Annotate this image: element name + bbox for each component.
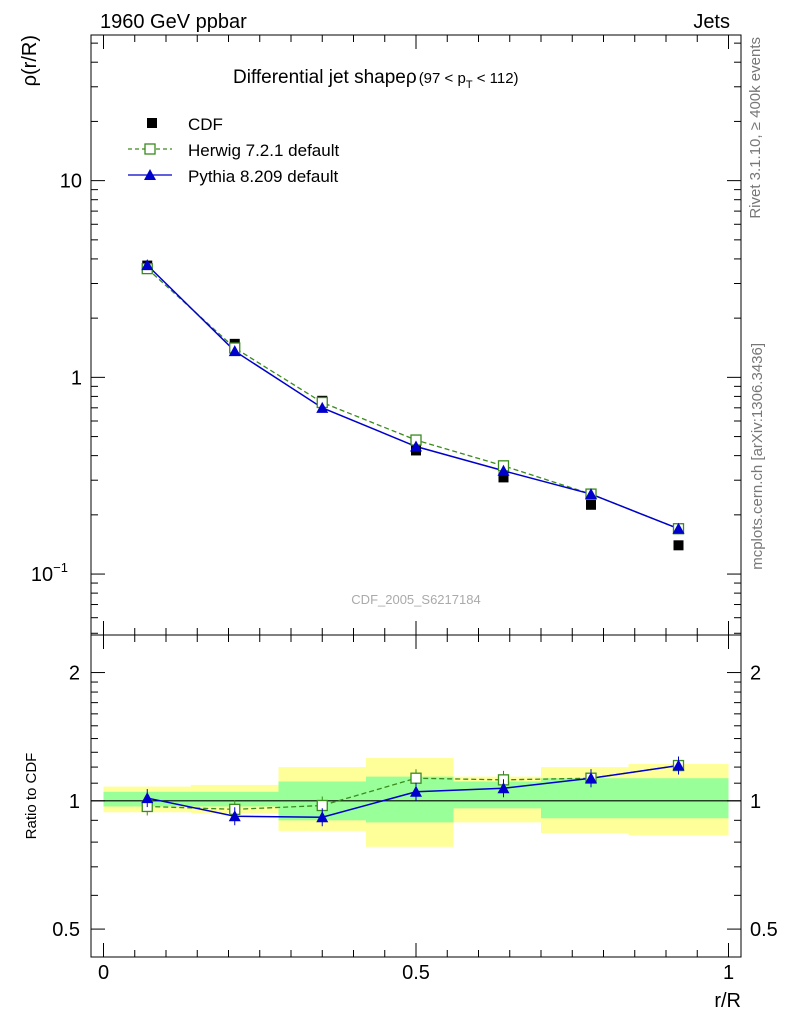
pythia-point [585,488,597,500]
xlabel: r/R [714,990,741,1012]
pythia-ratio-point [316,811,329,823]
pythia-point [141,259,154,271]
uncertainty-band-green [191,791,279,807]
herwig-ratio-point [410,772,422,784]
main-title-text: Differential jet shapeρ [233,67,417,88]
pythia-point [228,345,241,357]
ratio-ytick-label-right: 1 [750,791,761,813]
pythia-line [146,264,679,530]
legend-pythia-marker [144,169,156,180]
ratio-ytick-label-right: 2 [750,663,761,685]
xtick-label: 0 [98,962,109,984]
uncertainty-band-green [541,778,629,819]
ratio-series [141,756,685,827]
main-ytick-label-base: 10 [31,564,53,586]
main-title-cut: (97 < p [419,70,466,87]
pythia-ratio-point [585,772,597,784]
pythia-ratio-point [672,759,685,771]
header-right: Jets [693,11,730,33]
cdf-point [586,499,596,510]
herwig-line [146,268,679,530]
xtick-label: 1 [723,962,734,984]
main-title: Differential jet shapeρ (97 < pT < 112) [233,67,519,91]
xtick-label: 0.5 [402,962,430,984]
pythia-point [497,464,510,476]
mcplots-label: mcplots.cern.ch [arXiv:1306.3436] [749,343,766,570]
main-series [141,259,685,551]
main-ylabel: ρ(r/R) [19,35,41,86]
main-ytick-label: 1 [71,367,82,389]
legend-cdf-marker [147,118,157,128]
main-title-cut-end: < 112) [473,70,519,87]
pythia-ratio-point [410,785,422,797]
legend-cdf-label: CDF [188,115,223,134]
main-title-cut-sub: T [466,79,473,91]
ratio-plot: 2 2 1 1 0.5 0.5 0 0.5 1 Ratio to CDF r/R [23,634,778,1012]
uncertainty-band-green [628,778,729,819]
header-left: 1960 GeV ppbar [100,11,247,33]
main-ytick-label: 10 [60,171,82,193]
ratio-ylabel: Ratio to CDF [23,753,40,840]
ratio-ytick-label-left: 2 [69,663,80,685]
watermark: CDF_2005_S6217184 [351,592,480,607]
ratio-ticks: 2 2 1 1 0.5 0.5 0 0.5 1 [52,635,778,984]
ratio-ytick-label-left: 0.5 [52,919,80,941]
pythia-point [672,522,685,534]
ratio-ytick-label-left: 1 [69,791,80,813]
ratio-bands [91,758,741,847]
pythia-ratio-point [228,810,241,822]
uncertainty-band-green [366,776,454,823]
pythia-point [410,440,422,452]
legend: CDF Herwig 7.2.1 default Pythia 8.209 de… [128,115,339,186]
main-ytick-label-exp: −1 [53,560,68,575]
pythia-ratio-point [497,782,510,794]
legend-pythia-label: Pythia 8.209 default [188,167,339,186]
legend-herwig-label: Herwig 7.2.1 default [188,141,339,160]
cdf-point [673,540,684,551]
legend-herwig-marker [144,143,156,155]
cdf-point [498,472,509,483]
ratio-ytick-label-right: 0.5 [750,919,778,941]
main-ytick-label: 10−1 [31,560,68,586]
pythia-point [316,401,329,413]
rivet-label: Rivet 3.1.10, ≥ 400k events [747,37,764,219]
pythia-ratio-point [141,792,154,804]
